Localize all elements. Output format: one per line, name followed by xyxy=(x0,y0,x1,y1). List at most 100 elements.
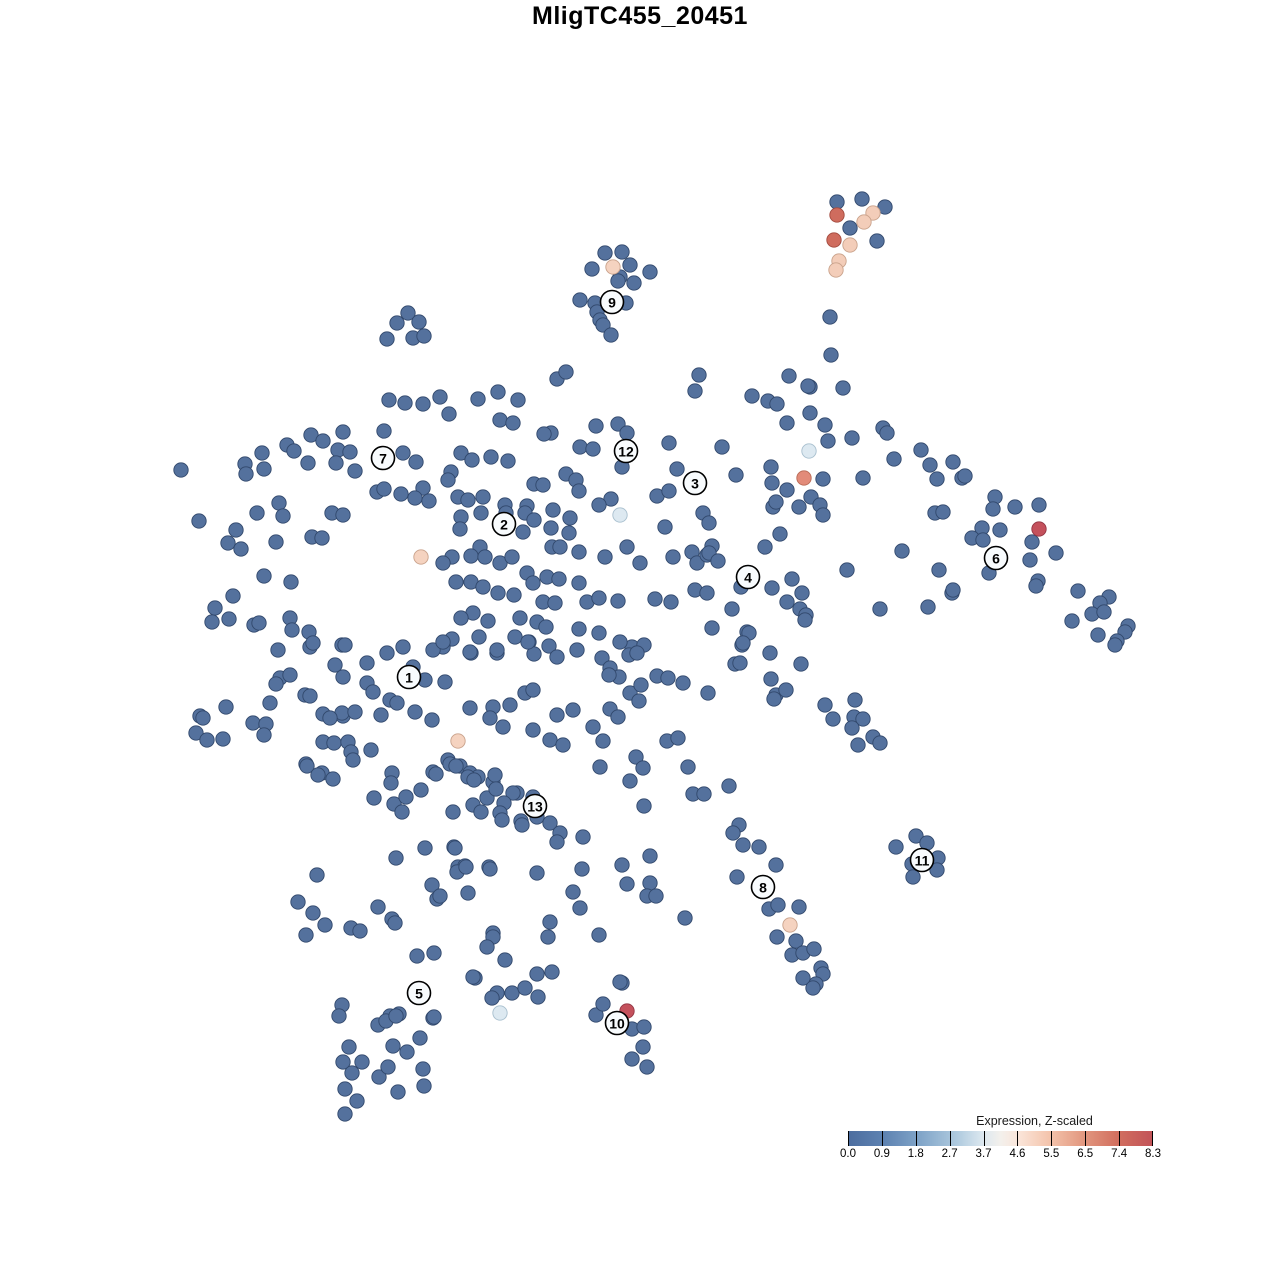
data-point xyxy=(507,629,523,645)
data-point xyxy=(622,257,638,273)
data-point xyxy=(544,964,560,980)
data-point xyxy=(453,445,469,461)
data-point xyxy=(562,510,578,526)
data-point xyxy=(571,621,587,637)
data-point xyxy=(558,364,574,380)
data-point xyxy=(492,555,508,571)
legend-tick-label: 0.9 xyxy=(873,1148,890,1160)
data-point xyxy=(744,388,760,404)
data-point xyxy=(526,512,542,528)
data-point xyxy=(820,433,836,449)
data-point xyxy=(1048,545,1064,561)
data-point xyxy=(538,619,554,635)
legend-tick-mark xyxy=(949,1131,951,1146)
data-point xyxy=(612,634,628,650)
data-point xyxy=(805,980,821,996)
data-point xyxy=(415,396,431,412)
data-point xyxy=(591,590,607,606)
cluster-label-text: 7 xyxy=(379,451,387,467)
highlighted-data-point xyxy=(612,507,628,523)
data-point xyxy=(665,549,681,565)
cluster-label-text: 10 xyxy=(609,1016,625,1032)
data-point xyxy=(575,829,591,845)
data-point xyxy=(314,530,330,546)
data-point xyxy=(465,969,481,985)
data-point xyxy=(407,704,423,720)
legend-tick-label: 8.3 xyxy=(1145,1148,1161,1160)
cluster-label: 11 xyxy=(909,847,935,873)
data-point xyxy=(359,655,375,671)
data-point xyxy=(825,711,841,727)
data-point xyxy=(839,562,855,578)
data-point xyxy=(572,439,588,455)
data-point xyxy=(595,733,611,749)
legend-tick-mark xyxy=(881,1131,883,1146)
data-point xyxy=(399,1044,415,1060)
data-point xyxy=(376,423,392,439)
data-point xyxy=(591,927,607,943)
cluster-label-circle xyxy=(613,438,639,464)
data-point xyxy=(877,199,893,215)
data-point xyxy=(687,383,703,399)
cluster-label-circle xyxy=(406,980,432,1006)
data-point xyxy=(424,877,440,893)
data-point xyxy=(495,719,511,735)
data-point xyxy=(601,667,617,683)
data-point xyxy=(337,1081,353,1097)
data-point xyxy=(886,451,902,467)
data-point xyxy=(647,591,663,607)
data-point xyxy=(290,894,306,910)
data-point xyxy=(542,732,558,748)
data-point xyxy=(460,885,476,901)
data-point xyxy=(800,378,816,394)
data-point xyxy=(855,711,871,727)
data-point xyxy=(428,766,444,782)
data-point xyxy=(888,839,904,855)
data-point xyxy=(432,888,448,904)
data-point xyxy=(473,505,489,521)
data-point xyxy=(735,635,751,651)
data-point xyxy=(661,435,677,451)
data-point xyxy=(549,834,565,850)
data-point xyxy=(275,508,291,524)
data-point xyxy=(829,194,845,210)
data-point xyxy=(335,507,351,523)
data-point xyxy=(387,915,403,931)
data-point xyxy=(529,966,545,982)
data-point xyxy=(822,309,838,325)
data-point xyxy=(636,1019,652,1035)
data-point xyxy=(441,406,457,422)
data-point xyxy=(571,575,587,591)
data-point xyxy=(872,601,888,617)
data-point xyxy=(565,884,581,900)
data-point xyxy=(426,945,442,961)
cluster-label: 6 xyxy=(983,545,1009,571)
expression-colorbar-legend: Expression, Z-scaled 0.0 0.9 1.8 2.7 3.7 4.6 5… xyxy=(840,1114,1161,1164)
data-point xyxy=(173,462,189,478)
legend-tick-labels: 0.0 0.9 1.8 2.7 3.7 4.6 5.5 6.5 7.4 8.3 xyxy=(840,1148,1161,1164)
data-point xyxy=(806,941,822,957)
data-point xyxy=(597,549,613,565)
data-point xyxy=(572,900,588,916)
data-point xyxy=(220,535,236,551)
data-point xyxy=(725,825,741,841)
cluster-label: 9 xyxy=(599,289,625,315)
data-point xyxy=(204,614,220,630)
data-point xyxy=(397,395,413,411)
data-point xyxy=(218,699,234,715)
data-point xyxy=(815,507,831,523)
data-point xyxy=(642,875,658,891)
data-point xyxy=(669,461,685,477)
data-point xyxy=(298,927,314,943)
data-point xyxy=(448,758,464,774)
highlighted-data-point xyxy=(605,259,621,275)
data-point xyxy=(282,667,298,683)
data-point xyxy=(305,905,321,921)
data-point xyxy=(517,980,533,996)
data-point xyxy=(337,637,353,653)
data-point xyxy=(510,392,526,408)
data-point xyxy=(1031,497,1047,513)
data-point xyxy=(388,850,404,866)
data-point xyxy=(729,869,745,885)
